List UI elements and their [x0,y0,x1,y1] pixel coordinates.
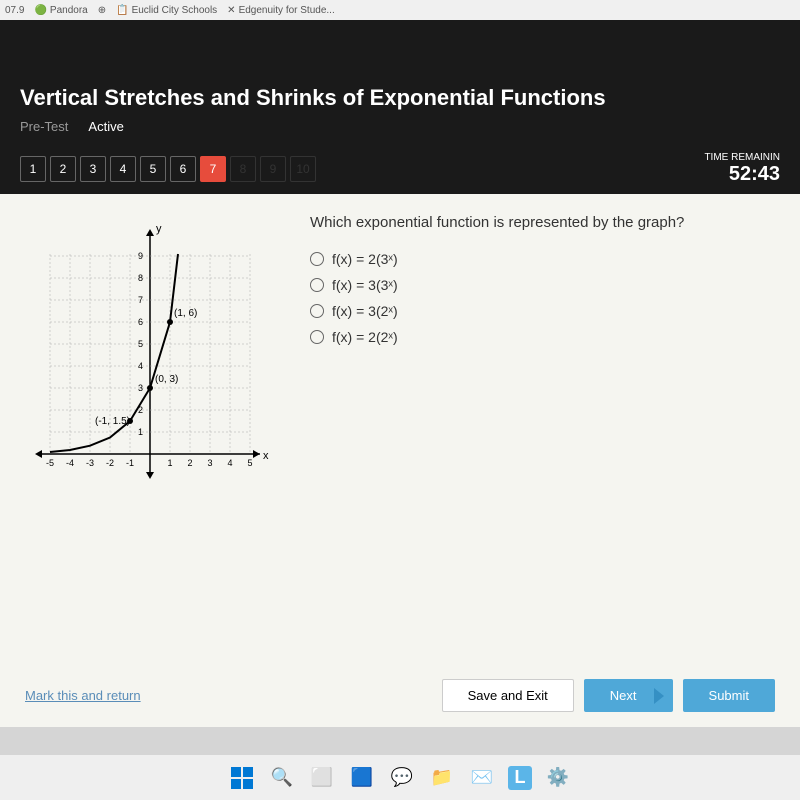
svg-text:x: x [263,450,269,462]
svg-text:1: 1 [167,458,172,468]
svg-text:(1, 6): (1, 6) [174,308,197,319]
option-label: f(x) = 3(2ˣ) [332,303,398,319]
task-view-icon[interactable]: ⬜ [308,764,336,792]
svg-text:(0, 3): (0, 3) [155,374,178,385]
lesson-title: Vertical Stretches and Shrinks of Expone… [20,85,780,111]
footer-bar: Mark this and return Save and Exit Next … [0,664,800,727]
timer-value: 52:43 [704,163,780,186]
next-button[interactable]: Next [584,679,673,712]
bookmark-item[interactable]: 07.9 [5,5,24,16]
q-num-6[interactable]: 6 [170,156,196,182]
tab-pretest[interactable]: Pre-Test [20,119,68,134]
option-a[interactable]: f(x) = 2(3ˣ) [310,251,780,267]
question-nav: 1 2 3 4 5 6 7 8 9 10 TIME REMAININ 52:43 [0,144,800,194]
windows-start-icon[interactable] [228,764,256,792]
header-strip [0,20,800,70]
q-num-1[interactable]: 1 [20,156,46,182]
svg-text:1: 1 [138,427,143,437]
svg-text:5: 5 [247,458,252,468]
svg-text:5: 5 [138,339,143,349]
graph-panel: x y -5 -4 -3 -2 -1 1 2 3 4 5 1 2 3 4 5 6 [20,214,280,644]
svg-text:-4: -4 [66,458,74,468]
q-num-4[interactable]: 4 [110,156,136,182]
svg-text:8: 8 [138,273,143,283]
svg-text:4: 4 [138,361,143,371]
bookmark-item[interactable]: 📋 Euclid City Schools [116,5,217,16]
browser-bookmarks-bar: 07.9 🟢 Pandora ⊕ 📋 Euclid City Schools ✕… [0,0,800,20]
option-label: f(x) = 3(3ˣ) [332,277,398,293]
option-label: f(x) = 2(3ˣ) [332,251,398,267]
content-area: x y -5 -4 -3 -2 -1 1 2 3 4 5 1 2 3 4 5 6 [0,194,800,664]
q-num-2[interactable]: 2 [50,156,76,182]
question-panel: Which exponential function is represente… [310,214,780,644]
question-numbers: 1 2 3 4 5 6 7 8 9 10 [20,156,316,182]
svg-text:-2: -2 [106,458,114,468]
radio-icon [310,330,324,344]
q-num-3[interactable]: 3 [80,156,106,182]
bookmark-item[interactable]: 🟢 Pandora [34,5,87,16]
radio-icon [310,252,324,266]
bookmark-item[interactable]: ✕ Edgenuity for Stude... [227,5,335,16]
svg-text:-1: -1 [126,458,134,468]
app-l-icon[interactable]: L [508,766,532,790]
timer: TIME REMAININ 52:43 [704,152,780,186]
question-text: Which exponential function is represente… [310,214,780,231]
svg-text:-5: -5 [46,458,54,468]
svg-text:6: 6 [138,317,143,327]
q-num-7[interactable]: 7 [200,156,226,182]
q-num-8: 8 [230,156,256,182]
timer-label: TIME REMAININ [704,152,780,163]
submit-button[interactable]: Submit [683,679,775,712]
mark-return-link[interactable]: Mark this and return [25,688,141,703]
bookmark-item[interactable]: ⊕ [98,5,106,16]
footer-buttons: Save and Exit Next Submit [442,679,775,712]
settings-icon[interactable]: ⚙️ [544,764,572,792]
search-icon[interactable]: 🔍 [268,764,296,792]
svg-text:4: 4 [227,458,232,468]
lesson-header: Vertical Stretches and Shrinks of Expone… [0,70,800,144]
mail-icon[interactable]: ✉️ [468,764,496,792]
option-d[interactable]: f(x) = 2(2ˣ) [310,329,780,345]
svg-text:-3: -3 [86,458,94,468]
radio-icon [310,304,324,318]
option-b[interactable]: f(x) = 3(3ˣ) [310,277,780,293]
files-icon[interactable]: 📁 [428,764,456,792]
tabs-row: Pre-Test Active [20,119,780,134]
option-c[interactable]: f(x) = 3(2ˣ) [310,303,780,319]
chat-icon[interactable]: 💬 [388,764,416,792]
radio-icon [310,278,324,292]
svg-text:2: 2 [187,458,192,468]
svg-text:3: 3 [207,458,212,468]
svg-text:y: y [156,223,162,235]
svg-text:7: 7 [138,295,143,305]
save-exit-button[interactable]: Save and Exit [442,679,574,712]
exponential-graph: x y -5 -4 -3 -2 -1 1 2 3 4 5 1 2 3 4 5 6 [20,214,280,494]
option-label: f(x) = 2(2ˣ) [332,329,398,345]
tab-active[interactable]: Active [88,119,123,134]
answer-options: f(x) = 2(3ˣ) f(x) = 3(3ˣ) f(x) = 3(2ˣ) f… [310,251,780,345]
q-num-10: 10 [290,156,316,182]
widgets-icon[interactable]: 🟦 [348,764,376,792]
svg-text:3: 3 [138,383,143,393]
q-num-9: 9 [260,156,286,182]
svg-text:9: 9 [138,251,143,261]
svg-text:(-1, 1.5): (-1, 1.5) [95,416,130,427]
q-num-5[interactable]: 5 [140,156,166,182]
windows-taskbar: 🔍 ⬜ 🟦 💬 📁 ✉️ L ⚙️ [0,755,800,800]
